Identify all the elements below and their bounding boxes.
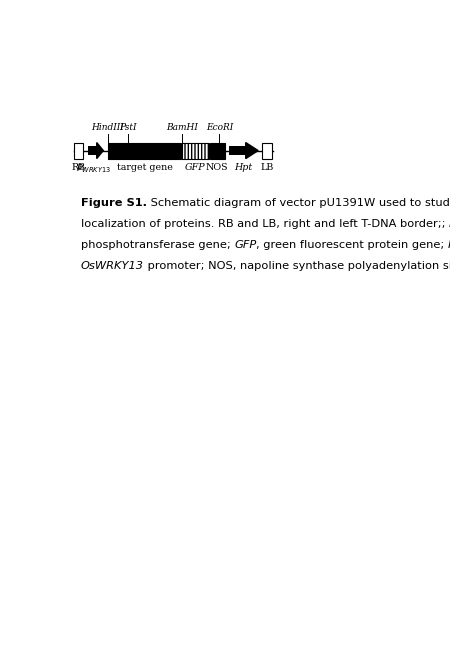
Bar xyxy=(183,142,209,159)
Text: OsWRKY13: OsWRKY13 xyxy=(81,261,144,271)
Bar xyxy=(229,146,246,155)
Text: Hpt: Hpt xyxy=(234,162,252,172)
Text: Hpt: Hpt xyxy=(449,219,450,229)
Bar xyxy=(262,142,272,159)
Text: target gene: target gene xyxy=(117,162,172,172)
Bar xyxy=(210,142,225,159)
Bar xyxy=(74,142,83,159)
Text: phosphotransferase gene;: phosphotransferase gene; xyxy=(81,240,234,250)
Text: RB: RB xyxy=(72,162,86,172)
Text: NOS: NOS xyxy=(206,162,229,172)
Text: P: P xyxy=(448,240,450,250)
Polygon shape xyxy=(246,142,258,159)
Text: $P_{WRKY13}$: $P_{WRKY13}$ xyxy=(76,162,111,175)
Text: HindIII: HindIII xyxy=(91,123,124,131)
Text: , green fluorescent protein gene;: , green fluorescent protein gene; xyxy=(256,240,448,250)
Text: localization of proteins. RB and LB, right and left T-DNA border;;: localization of proteins. RB and LB, rig… xyxy=(81,219,449,229)
Text: Schematic diagram of vector pU1391W used to study subcellular: Schematic diagram of vector pU1391W used… xyxy=(147,198,450,208)
Text: Figure S1.: Figure S1. xyxy=(81,198,147,208)
Text: promoter; NOS, napoline synthase polyadenylation signal.: promoter; NOS, napoline synthase polyade… xyxy=(144,261,450,271)
Text: BamHI: BamHI xyxy=(166,123,198,131)
Bar xyxy=(108,142,181,159)
Polygon shape xyxy=(97,142,104,159)
Text: PstI: PstI xyxy=(119,123,136,131)
Text: EcoRI: EcoRI xyxy=(206,123,233,131)
Bar xyxy=(88,146,97,155)
Text: GFP: GFP xyxy=(234,240,256,250)
Text: GFP: GFP xyxy=(185,162,206,172)
Text: LB: LB xyxy=(260,162,274,172)
